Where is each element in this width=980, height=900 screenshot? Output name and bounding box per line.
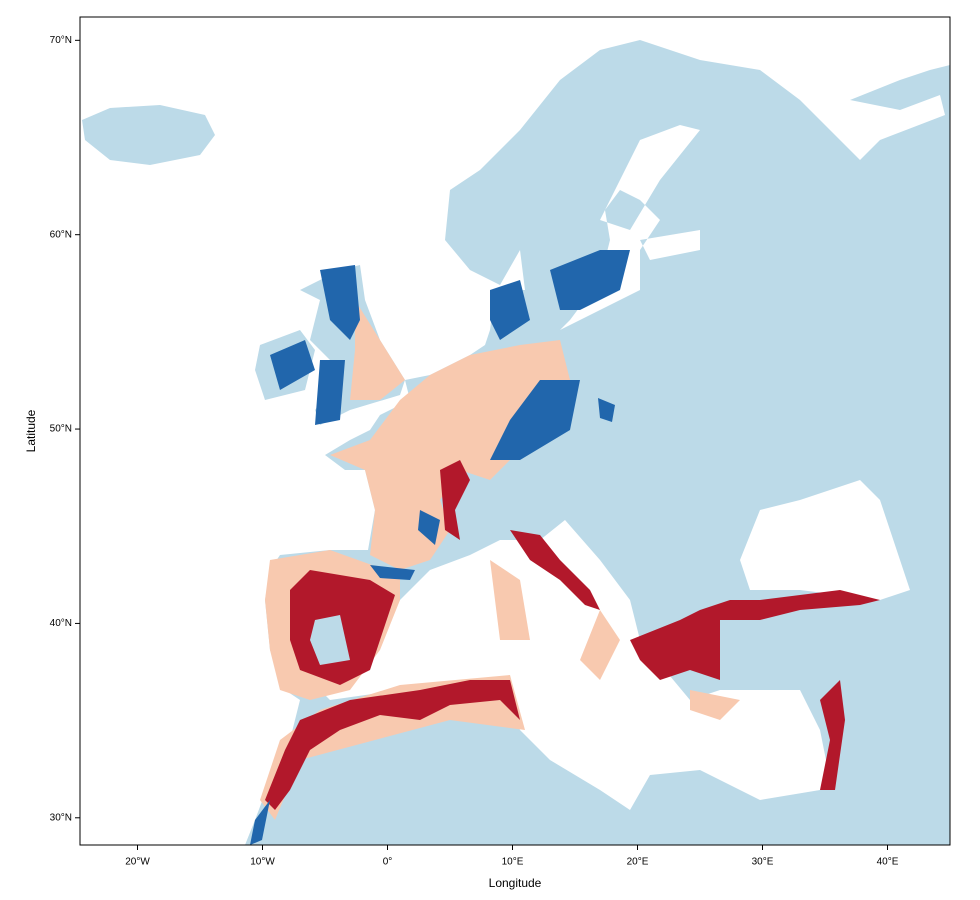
iberia-interior xyxy=(310,615,350,665)
atlantic xyxy=(80,17,950,845)
y-tick-label: 70°N xyxy=(50,35,72,46)
y-tick-label: 60°N xyxy=(50,229,72,240)
x-tick-label: 20°E xyxy=(627,857,649,868)
black-sea xyxy=(740,480,910,600)
iceland xyxy=(82,105,215,165)
y-tick-label: 50°N xyxy=(50,424,72,435)
zone-salmon xyxy=(260,300,740,820)
x-axis-title: Longitude xyxy=(489,876,542,890)
y-tick-label: 30°N xyxy=(50,812,72,823)
x-tick-label: 10°E xyxy=(502,857,524,868)
zone-dark-blue xyxy=(250,250,630,845)
plot-frame xyxy=(79,16,951,846)
y-axis-title: Latitude xyxy=(24,409,38,452)
mediterranean xyxy=(310,520,830,810)
baltic xyxy=(560,95,945,330)
x-tick-label: 20°W xyxy=(125,857,150,868)
x-tick-label: 0° xyxy=(383,857,393,868)
x-tick-label: 40°E xyxy=(877,857,899,868)
x-tick-label: 30°E xyxy=(752,857,774,868)
y-tick-label: 40°N xyxy=(50,618,72,629)
x-tick-label: 10°W xyxy=(250,857,275,868)
map xyxy=(80,17,950,845)
